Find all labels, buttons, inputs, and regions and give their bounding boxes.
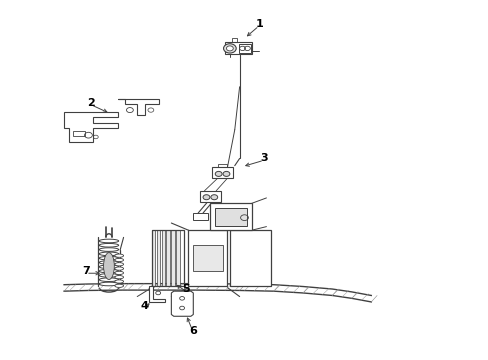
Bar (166, 230, 169, 286)
Circle shape (215, 171, 222, 176)
Ellipse shape (115, 284, 123, 287)
Ellipse shape (103, 253, 114, 279)
Bar (171, 230, 174, 286)
Bar (161, 230, 164, 286)
Bar (232, 39, 237, 42)
Ellipse shape (99, 252, 119, 256)
Text: 2: 2 (87, 98, 95, 108)
Ellipse shape (99, 265, 119, 269)
Bar (210, 203, 251, 230)
Bar (152, 230, 155, 286)
Ellipse shape (115, 275, 123, 279)
Bar (224, 42, 251, 54)
Ellipse shape (115, 267, 123, 270)
Circle shape (223, 171, 229, 176)
Text: 3: 3 (260, 153, 267, 163)
Ellipse shape (115, 258, 123, 262)
Polygon shape (171, 291, 193, 316)
Polygon shape (64, 112, 118, 142)
Bar (152, 230, 183, 286)
Ellipse shape (99, 282, 119, 286)
Circle shape (223, 44, 236, 53)
Circle shape (210, 195, 217, 200)
Bar (199, 191, 221, 202)
Bar (193, 213, 207, 220)
Polygon shape (118, 99, 159, 116)
Bar (73, 131, 85, 136)
Ellipse shape (99, 243, 119, 247)
Bar (238, 44, 250, 53)
Ellipse shape (99, 278, 119, 282)
Text: 4: 4 (141, 301, 148, 311)
Bar (176, 230, 179, 286)
Bar (217, 164, 227, 167)
Bar (157, 230, 160, 286)
Text: 7: 7 (82, 266, 90, 276)
Text: 1: 1 (255, 19, 263, 29)
Circle shape (203, 195, 209, 200)
Ellipse shape (115, 254, 123, 257)
Ellipse shape (115, 271, 123, 274)
Circle shape (226, 46, 233, 51)
Ellipse shape (99, 248, 119, 251)
Ellipse shape (99, 274, 119, 277)
Ellipse shape (115, 280, 123, 283)
Ellipse shape (99, 269, 119, 273)
Bar (211, 167, 233, 178)
Ellipse shape (99, 239, 119, 243)
Ellipse shape (115, 263, 123, 266)
Bar (215, 208, 246, 226)
Bar (229, 230, 271, 286)
Ellipse shape (99, 256, 119, 260)
Text: 6: 6 (189, 325, 197, 336)
Bar (193, 244, 222, 271)
Polygon shape (149, 286, 164, 302)
Ellipse shape (99, 261, 119, 264)
Text: 5: 5 (182, 284, 189, 294)
Bar (188, 230, 227, 286)
